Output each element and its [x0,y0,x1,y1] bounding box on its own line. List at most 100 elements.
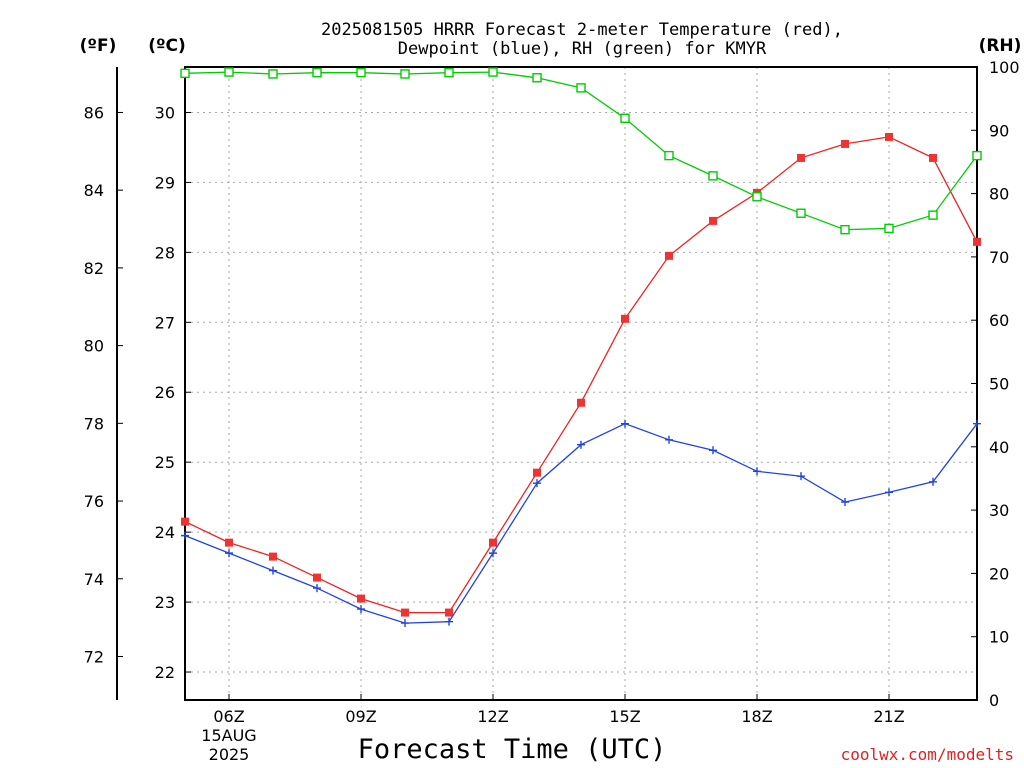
temperature-point [225,538,233,547]
fahrenheit-tick-label: 76 [84,492,104,511]
credit-link[interactable]: coolwx.com/modelts [841,745,1014,764]
rh-point [620,113,630,123]
fahrenheit-tick-label: 84 [84,181,104,200]
rh-tick-label: 60 [989,311,1009,330]
rh-point [752,192,762,202]
temperature-point [665,251,673,260]
rh-point [400,69,410,79]
temperature-point [533,468,541,477]
dewpoint-point [401,619,409,628]
x-tick-label: 18Z [741,707,772,726]
temperature-point [973,237,981,246]
rh-tick-label: 30 [989,501,1009,520]
dewpoint-point [621,419,629,428]
dewpoint-point [797,472,805,481]
plot-frame [184,66,978,701]
x-tick-label: 12Z [477,707,508,726]
temperature-point [621,314,629,323]
temperature-point [401,608,409,617]
celsius-tick-label: 22 [155,663,175,682]
fahrenheit-tick-label: 86 [84,103,104,122]
temperature-point [797,153,805,162]
rh-point [708,171,718,181]
rh-tick-label: 50 [989,375,1009,394]
rh-point [488,67,498,77]
dewpoint-point [357,605,365,614]
rh-tick-label: 40 [989,438,1009,457]
axis-layer: 22 23 24 25 26 27 28 29 30 72 74 76 78 80 82 84 86 0 10 20 3… [84,58,1020,764]
dewpoint-point [533,479,541,488]
temperature-point [709,216,717,225]
rh-unit-label: (RH) [979,36,1022,56]
rh-point [532,73,542,83]
dewpoint-point [753,467,761,476]
temperature-point [929,153,937,162]
rh-series [180,67,982,235]
chart-title-line-2: Dewpoint (blue), RH (green) for KMYR [398,39,767,59]
celsius-tick-label: 25 [155,453,175,472]
rh-point [180,68,190,79]
rh-point [576,83,586,93]
fahrenheit-tick-label: 78 [84,414,104,433]
dewpoint-series [181,419,981,628]
rh-tick-label: 10 [989,628,1009,647]
celsius-tick-label: 29 [155,173,175,192]
x-tick-label: 15Z [609,707,640,726]
dewpoint-point [841,498,849,507]
grid-layer [185,67,977,700]
fahrenheit-tick-label: 74 [84,570,104,589]
x-tick-label: 06Z [213,707,244,726]
rh-tick-label: 80 [989,185,1009,204]
temperature-point [181,517,189,526]
dewpoint-point [929,477,937,486]
rh-point [972,150,982,161]
fahrenheit-unit-label: (ºF) [80,36,117,56]
temperature-point [489,538,497,547]
celsius-tick-label: 24 [155,523,175,542]
dewpoint-point [973,419,981,428]
celsius-tick-label: 26 [155,383,175,402]
celsius-tick-label: 27 [155,313,175,332]
dewpoint-point [709,446,717,455]
temperature-point [577,398,585,407]
dewpoint-point [885,488,893,497]
chart-title-line-1: 2025081505 HRRR Forecast 2-meter Tempera… [321,20,843,40]
rh-tick-label: 20 [989,564,1009,583]
dewpoint-point [577,440,585,449]
rh-point [884,223,894,234]
x-tick-label: 09Z [345,707,376,726]
x-year-label: 2025 [209,745,250,764]
rh-point [444,67,454,78]
rh-point [312,67,322,78]
fahrenheit-tick-label: 82 [84,259,104,278]
dewpoint-point [489,549,497,558]
rh-point [796,208,806,218]
temperature-series [181,132,981,617]
fahrenheit-tick-label: 72 [84,647,104,666]
rh-tick-label: 90 [989,121,1009,140]
rh-point [840,224,850,235]
dewpoint-point [181,531,189,540]
dewpoint-point [665,435,673,444]
rh-tick-label: 0 [989,691,999,710]
fahrenheit-tick-label: 80 [84,337,104,356]
celsius-tick-label: 30 [155,103,175,122]
rh-point [928,210,938,220]
rh-point [356,67,366,78]
rh-point [664,150,674,161]
temperature-point [357,594,365,603]
temperature-point [313,573,321,582]
x-date-label: 15AUG [201,726,256,745]
temperature-point [269,552,277,561]
x-axis-label: Forecast Time (UTC) [358,734,667,765]
temperature-point [445,608,453,617]
temperature-point [885,132,893,141]
temperature-point [841,139,849,148]
celsius-unit-label: (ºC) [148,36,186,56]
series-layer [180,67,982,628]
dewpoint-point [313,584,321,593]
rh-tick-label: 100 [989,58,1020,77]
dewpoint-line [184,422,978,624]
rh-point [224,67,234,77]
